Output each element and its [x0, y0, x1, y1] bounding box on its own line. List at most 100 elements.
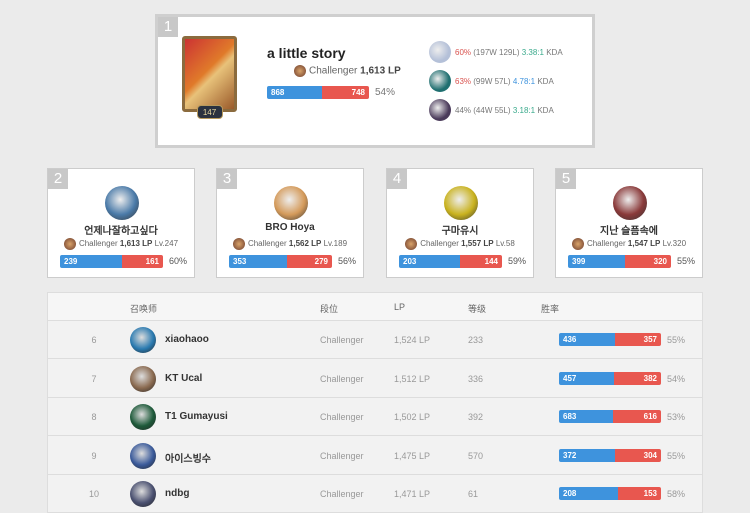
table-row[interactable]: 8 T1 Gumayusi Challenger 1,502 LP 392 68… — [48, 398, 702, 436]
player-card[interactable]: 5 지난 슬픔속에 Challenger 1,547 LP Lv.320 399… — [555, 168, 703, 278]
level-badge: 147 — [196, 105, 223, 119]
wins: 203 — [399, 255, 460, 268]
wins: 436 — [559, 333, 616, 346]
player-name[interactable]: 지난 슬픔속에 — [600, 226, 658, 237]
player-card[interactable]: 3 BRO Hoya Challenger 1,562 LP Lv.189 35… — [216, 168, 364, 278]
champion-stat[interactable]: 44% (44W 55L) 3.18:1 KDA — [429, 99, 554, 121]
player-card[interactable]: 2 언제나잘하고싶다 Challenger 1,613 LP Lv.247 23… — [47, 168, 195, 278]
winrate: 59% — [508, 256, 527, 266]
winrate: 53% — [667, 412, 686, 422]
level: 392 — [468, 412, 484, 422]
player-name[interactable]: T1 Gumayusi — [165, 411, 228, 422]
champion-kda: 3.18:1 — [512, 105, 536, 115]
tier: Challenger — [309, 65, 358, 77]
wins: 372 — [559, 448, 616, 462]
level: Lv.247 — [154, 239, 179, 249]
winrate: 55% — [677, 256, 696, 266]
winrate: 54% — [667, 373, 686, 384]
losses: 748 — [322, 86, 369, 99]
rank: 9 — [91, 450, 97, 461]
header-level: 等级 — [468, 304, 487, 314]
player-name[interactable]: a little story — [267, 45, 346, 61]
winloss-bar: 372 304 — [559, 448, 661, 462]
ranking-table: 召唤师 段位 LP 等级 胜率 6 xiaohaoo Challenger 1,… — [47, 292, 703, 513]
level: Lv.58 — [495, 239, 515, 249]
winloss-bar: 436 357 — [559, 333, 661, 346]
winrate: 54% — [375, 87, 396, 98]
champion-record: (197W 129L) — [473, 47, 520, 57]
table-row[interactable]: 9 아이스빙수 Challenger 1,475 LP 570 372 304 5… — [48, 437, 702, 475]
tier: Challenger — [320, 373, 364, 384]
player-name[interactable]: 언제나잘하고싶다 — [84, 226, 158, 237]
losses: 161 — [121, 255, 163, 268]
lp: 1,557 LP — [461, 239, 494, 249]
rank-badge: 2 — [48, 169, 68, 189]
wins: 457 — [559, 371, 615, 385]
rank: 6 — [91, 335, 97, 345]
player-avatar — [130, 365, 156, 392]
losses: 320 — [624, 255, 671, 268]
level: 570 — [468, 450, 484, 461]
player-name[interactable]: ndbg — [165, 488, 190, 499]
header-lp: LP — [394, 302, 406, 312]
tier-line: Challenger 1,562 LP Lv.189 — [217, 238, 363, 250]
champion-icon — [429, 70, 451, 92]
lp: 1,512 LP — [394, 373, 431, 384]
rank-badge: 5 — [556, 169, 576, 189]
tier: Challenger — [320, 489, 364, 499]
table-row[interactable]: 7 KT Ucal Challenger 1,512 LP 336 457 382… — [48, 360, 702, 398]
tier-line: Challenger 1,547 LP Lv.320 — [556, 238, 702, 250]
tier-line: Challenger 1,613 LP Lv.247 — [48, 238, 194, 250]
winrate: 60% — [169, 256, 188, 266]
losses: 144 — [459, 255, 502, 268]
winloss-bar: 399 320 — [568, 255, 671, 268]
player-name[interactable]: 아이스빙수 — [165, 453, 211, 465]
player-card[interactable]: 4 구마유시 Challenger 1,557 LP Lv.58 203 144 … — [386, 168, 534, 278]
top-player-card[interactable]: 1 147 a little story Challenger 1,613 LP… — [155, 14, 595, 148]
player-avatar — [613, 186, 647, 220]
losses: 279 — [286, 255, 332, 268]
player-name[interactable]: BRO Hoya — [265, 222, 315, 233]
champion-winrate: 44% — [455, 105, 472, 115]
tier: Challenger — [320, 450, 364, 461]
losses: 382 — [614, 371, 661, 385]
tier-line: Challenger 1,613 LP — [294, 65, 401, 77]
lp: 1,471 LP — [394, 489, 431, 499]
table-row[interactable]: 10 ndbg Challenger 1,471 LP 61 208 153 58… — [48, 475, 702, 513]
level: 336 — [468, 373, 484, 384]
wins: 239 — [60, 255, 122, 268]
player-avatar — [105, 186, 139, 220]
tier: Challenger — [247, 239, 287, 249]
header-summoner: 召唤师 — [130, 304, 158, 314]
losses: 304 — [615, 448, 661, 462]
losses: 616 — [613, 410, 661, 423]
challenger-emblem-icon — [232, 238, 245, 250]
player-avatar — [274, 186, 308, 220]
rank-badge: 1 — [158, 17, 178, 37]
wins: 353 — [229, 255, 287, 268]
player-name[interactable]: KT Ucal — [165, 372, 203, 384]
winloss-bar: 208 153 — [559, 487, 661, 500]
table-row[interactable]: 6 xiaohaoo Challenger 1,524 LP 233 436 35… — [48, 321, 702, 359]
player-avatar — [130, 404, 156, 430]
losses: 357 — [615, 333, 661, 346]
player-avatar — [130, 327, 156, 353]
tier-line: Challenger 1,557 LP Lv.58 — [387, 238, 533, 250]
champion-stat[interactable]: 63% (99W 57L) 4.78:1 KDA — [429, 70, 554, 92]
winrate: 58% — [667, 489, 686, 499]
level: 233 — [468, 335, 484, 345]
lp: 1,562 LP — [288, 239, 322, 249]
tier: Challenger — [586, 239, 626, 249]
challenger-emblem-icon — [571, 238, 584, 250]
level: Lv.189 — [323, 239, 348, 249]
player-name[interactable]: 구마유시 — [441, 226, 479, 237]
winloss-bar: 457 382 — [559, 371, 661, 385]
lp: 1,524 LP — [394, 335, 431, 345]
champion-stat[interactable]: 60% (197W 129L) 3.38:1 KDA — [429, 41, 563, 63]
champion-record: (99W 57L) — [473, 76, 511, 86]
player-name[interactable]: xiaohaoo — [165, 334, 209, 345]
header-winrate: 胜率 — [541, 304, 560, 314]
tier: Challenger — [320, 412, 364, 422]
winrate: 55% — [667, 335, 686, 345]
header-tier: 段位 — [320, 304, 339, 314]
